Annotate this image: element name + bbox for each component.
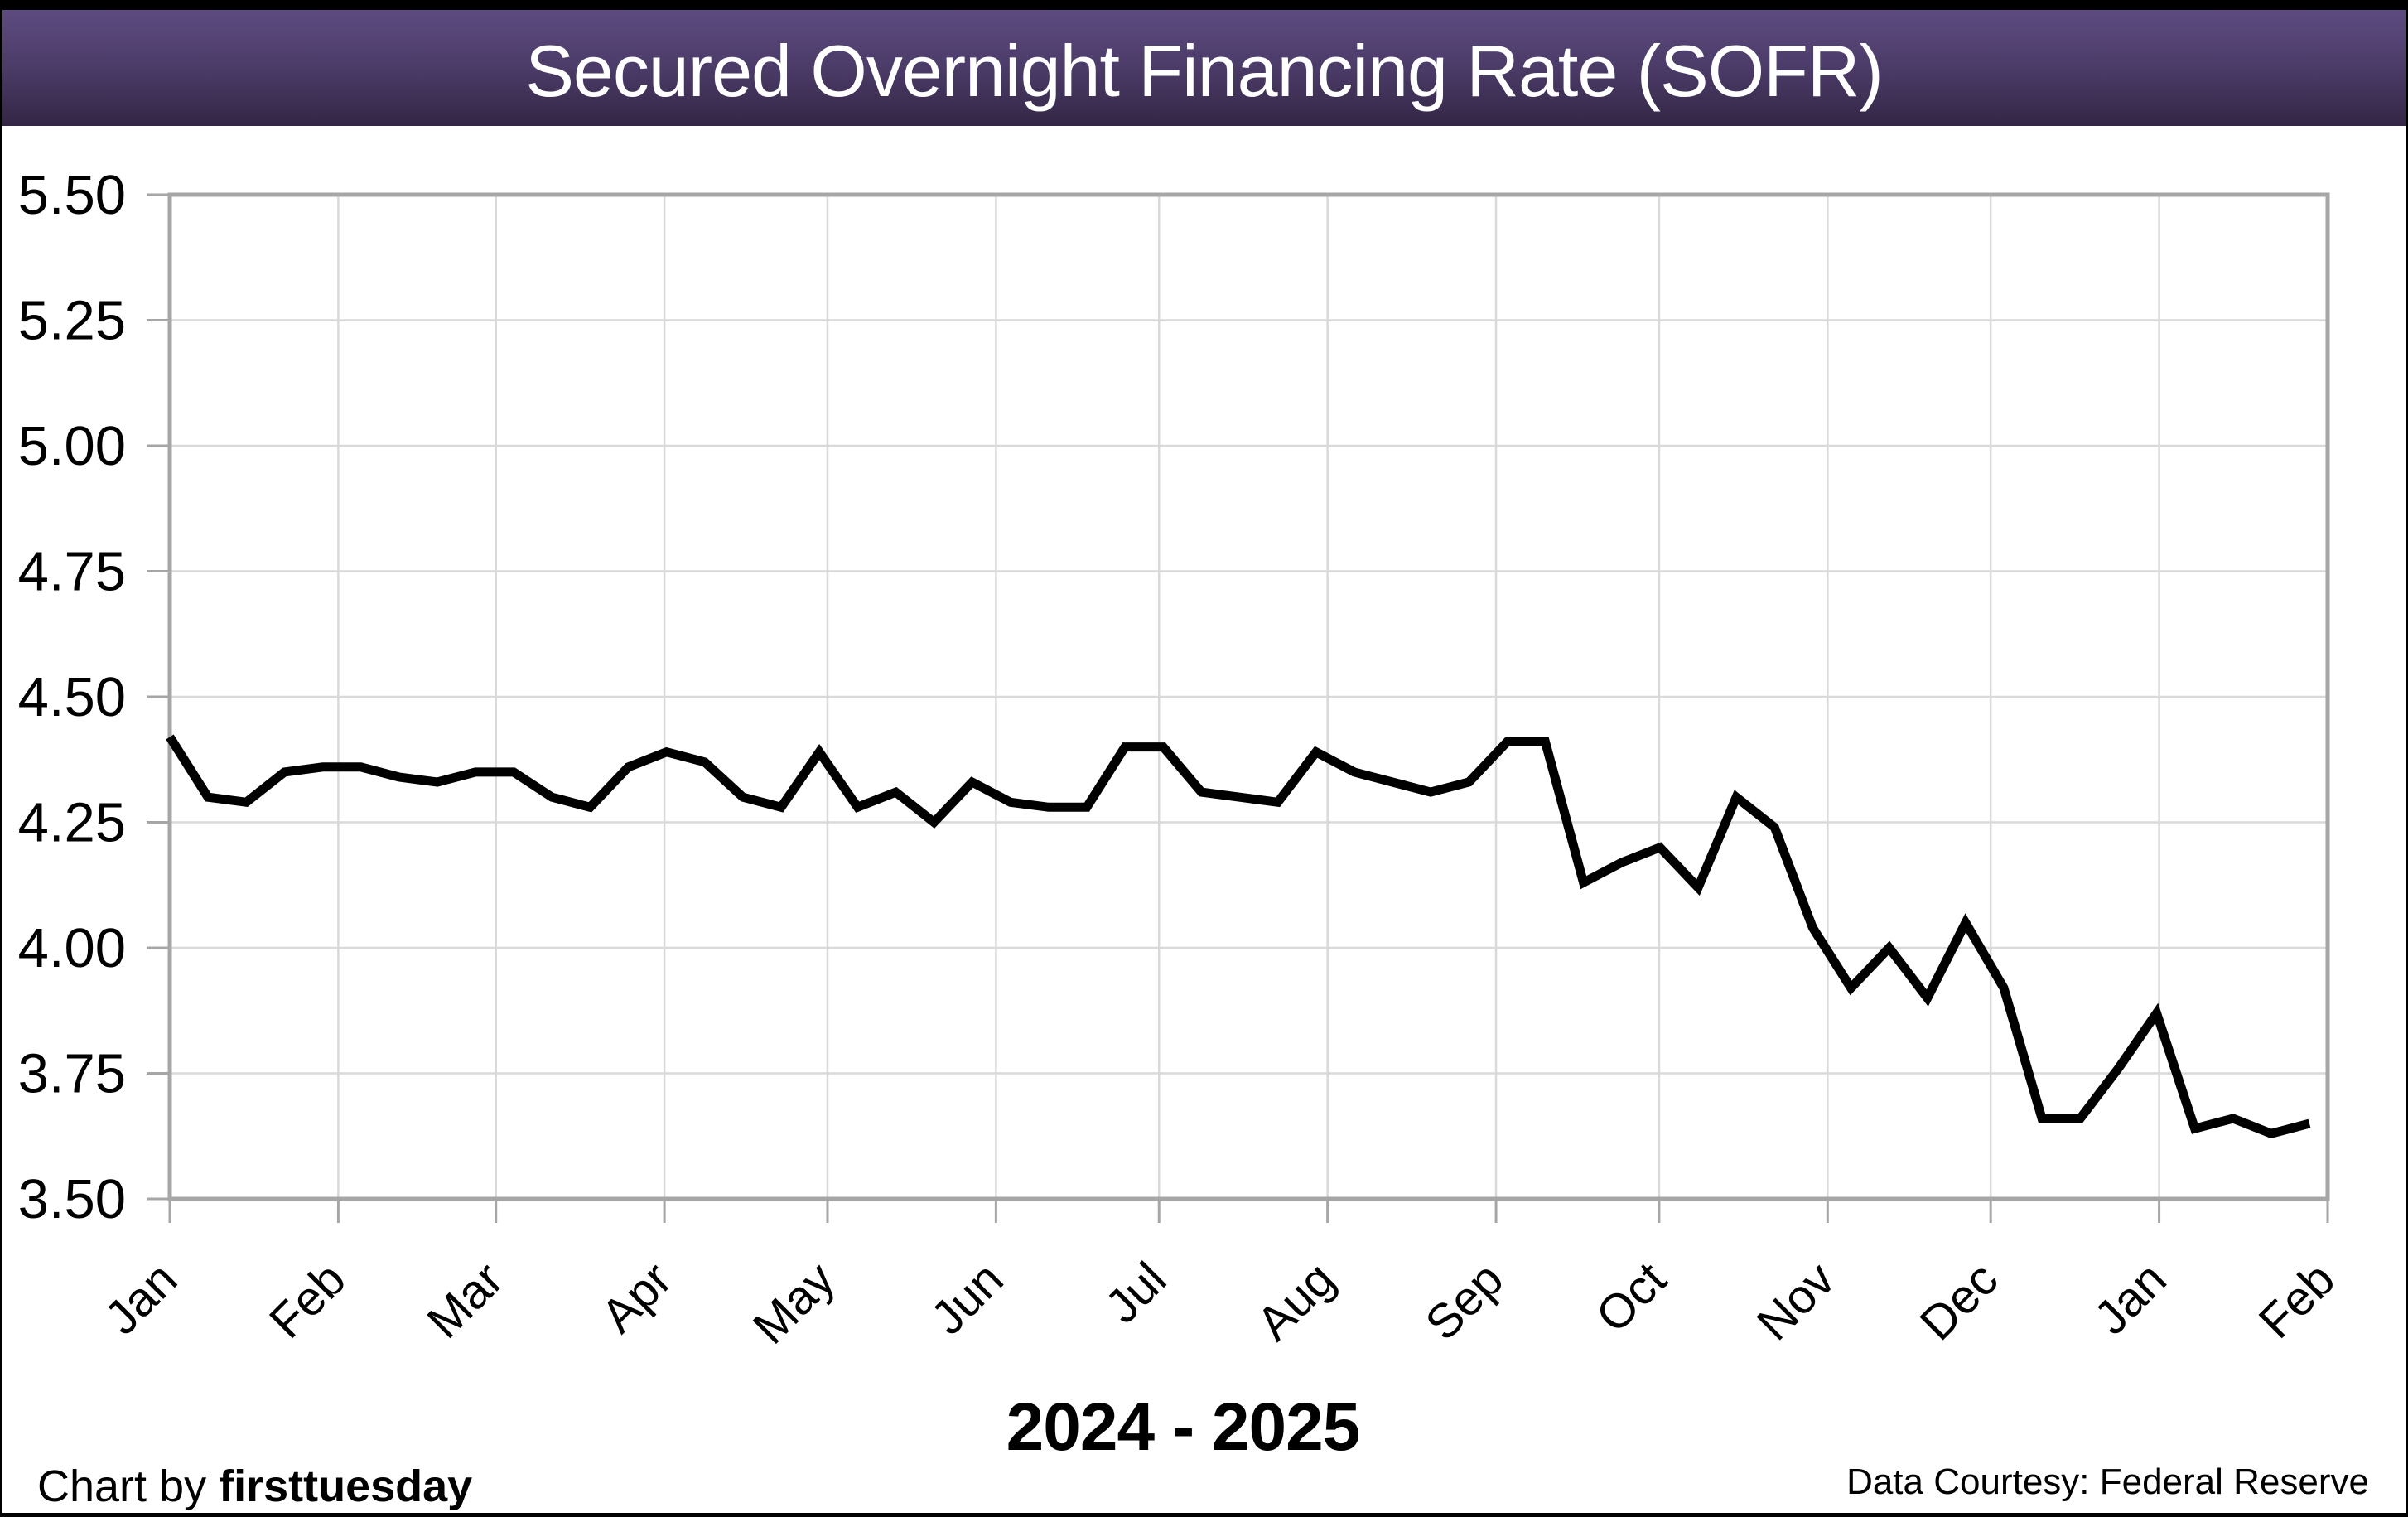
x-axis-title: 2024 - 2025 <box>1006 1389 1361 1465</box>
frame-border-bottom <box>0 1513 2408 1517</box>
chart-title: Secured Overnight Financing Rate (SOFR) <box>525 30 1884 112</box>
frame-border-top <box>0 0 2408 10</box>
month-label: Sep <box>1415 1252 1513 1350</box>
month-label: Feb <box>2249 1252 2346 1349</box>
month-label: Jan <box>94 1252 187 1345</box>
month-label: Dec <box>1909 1252 2008 1350</box>
y-tick-label: 5.25 <box>18 290 126 352</box>
month-label: May <box>743 1252 845 1354</box>
chart-credit-brand: firsttuesday <box>219 1461 473 1511</box>
y-tick-label: 4.25 <box>18 792 126 854</box>
y-tick-label: 4.75 <box>18 541 126 603</box>
y-tick-label: 3.75 <box>18 1043 126 1105</box>
month-label: Jul <box>1095 1252 1176 1333</box>
y-tick-label: 3.50 <box>18 1168 126 1230</box>
y-tick-label: 4.50 <box>18 666 126 728</box>
y-tick-label: 5.00 <box>18 415 126 477</box>
frame-border-right <box>2406 0 2408 1517</box>
sofr-line <box>166 734 2311 1138</box>
title-bar: Secured Overnight Financing Rate (SOFR) <box>2 10 2406 126</box>
month-label: Mar <box>417 1252 514 1349</box>
month-label: Nov <box>1747 1252 1846 1350</box>
y-tick-label: 5.50 <box>18 164 126 226</box>
month-label: Apr <box>591 1252 683 1343</box>
y-tick-label: 4.00 <box>18 917 126 979</box>
month-label: Feb <box>259 1252 356 1349</box>
month-label: Oct <box>1585 1252 1677 1343</box>
chart-credit: Chart by firsttuesday <box>37 1461 472 1512</box>
chart-credit-prefix: Chart by <box>37 1461 220 1511</box>
data-courtesy: Data Courtesy: Federal Reserve <box>1846 1461 2369 1502</box>
frame-border-left <box>0 0 2 1517</box>
month-label: Jun <box>920 1252 1013 1345</box>
month-label: Jan <box>2084 1252 2177 1345</box>
month-label: Aug <box>1247 1252 1345 1350</box>
